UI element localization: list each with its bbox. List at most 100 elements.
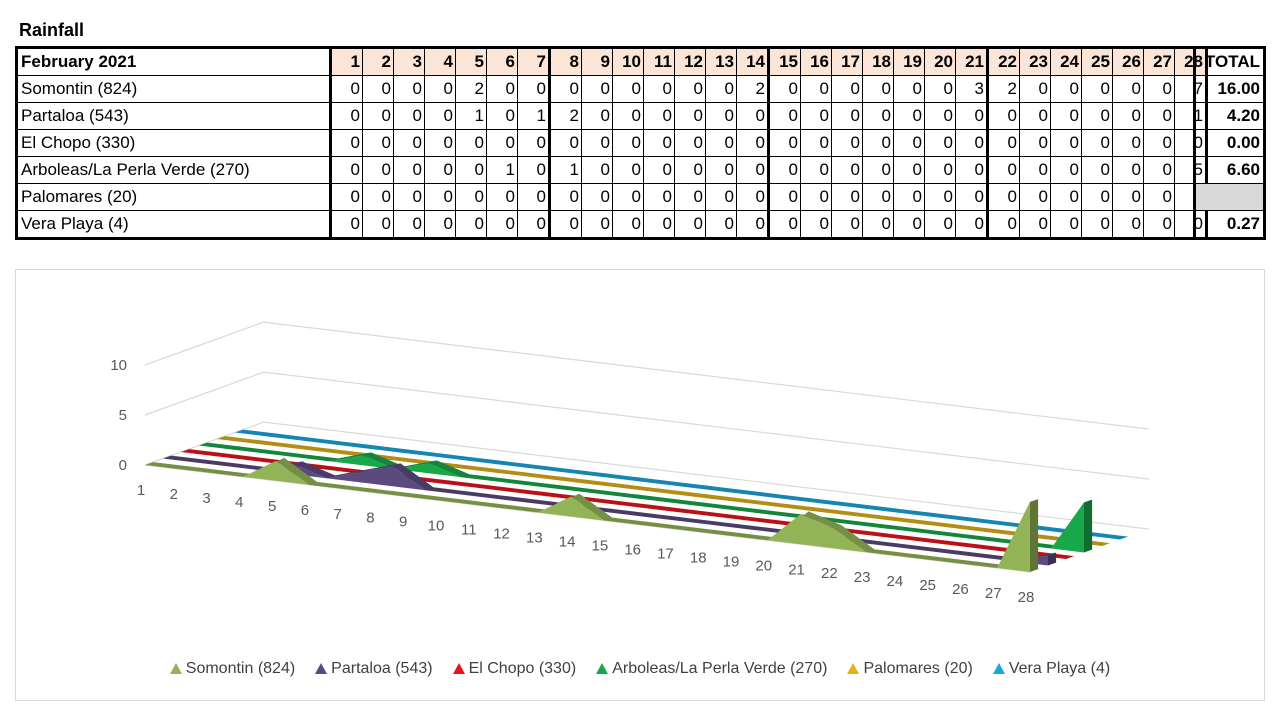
table-row: Palomares (20) 0 0 0 0 0 0 0 0 0 0 0 0 0 0 0 0 0 0 0 0 0 0 0 0 0 0…	[16, 183, 1207, 211]
x-tick-label: 28	[1018, 589, 1035, 606]
rain-value: 0	[924, 102, 956, 130]
day-header: 1	[330, 47, 363, 76]
series-end-cap	[1084, 499, 1093, 553]
x-tick-label: 26	[952, 581, 969, 598]
x-tick-label: 3	[202, 490, 210, 507]
x-tick-label: 19	[723, 553, 740, 570]
rain-value: 0	[455, 183, 487, 211]
rain-value: 0	[517, 210, 551, 239]
day-header: 19	[893, 47, 925, 76]
rain-value: 0	[1143, 102, 1175, 130]
rain-value: 0	[455, 210, 487, 239]
x-tick-label: 23	[854, 569, 871, 586]
rain-value: 0	[862, 75, 894, 103]
x-tick-label: 8	[366, 510, 374, 527]
legend-label: Partaloa (543)	[331, 660, 433, 677]
rain-value: 0	[1081, 75, 1113, 103]
series-top-surface	[235, 429, 1129, 540]
x-tick-label: 9	[399, 514, 407, 531]
chart-legend: Somontin (824) Partaloa (543) El Chopo (33…	[0, 660, 1280, 678]
x-tick-label: 24	[887, 573, 904, 590]
rain-value: 0	[831, 156, 863, 184]
legend-swatch	[596, 663, 609, 675]
rain-value: 0	[955, 210, 989, 239]
x-tick-label: 20	[755, 557, 772, 574]
table-row: Partaloa (543) 0 0 0 0 1 0 1 2 0 0 0 0 0 0 0 0 0 0 0 0 0 0 0 0 0 0…	[16, 102, 1207, 130]
day-header: 27	[1143, 47, 1175, 76]
rain-value: 0	[893, 156, 925, 184]
table-header-row: February 2021 1 2 3 4 5 6 7 8 9 10 11 12 13 14 15 16 17 18…	[16, 47, 1207, 76]
rain-value: 0	[955, 156, 989, 184]
rain-value: 0	[612, 75, 644, 103]
rain-value: 0	[800, 210, 832, 239]
x-tick-label: 5	[268, 498, 276, 515]
series-top-surface	[163, 455, 1057, 562]
rain-value: 0	[831, 183, 863, 211]
day-header: 24	[1050, 47, 1082, 76]
day-header: 15	[768, 47, 801, 76]
legend-swatch	[847, 663, 860, 675]
x-tick-label: 17	[657, 545, 674, 562]
rain-value: 0	[393, 183, 425, 211]
rain-value: 0	[800, 102, 832, 130]
day-header: 26	[1112, 47, 1144, 76]
rain-value: 0	[768, 156, 801, 184]
station-name: Somontin (824)	[16, 75, 332, 103]
rain-value: 0	[1081, 156, 1113, 184]
x-tick-label: 12	[493, 526, 510, 543]
station-name: Palomares (20)	[16, 183, 332, 211]
rain-value: 0	[831, 210, 863, 239]
rain-value: 0	[1112, 75, 1144, 103]
rain-value: 0	[1019, 183, 1051, 211]
x-tick-label: 14	[559, 534, 576, 551]
total-row: 4.20	[1194, 102, 1265, 130]
rain-value: 0	[768, 129, 801, 157]
rain-value: 0	[424, 102, 456, 130]
station-name: Vera Playa (4)	[16, 210, 332, 239]
series-end-cap	[1030, 499, 1039, 572]
rain-value: 0	[486, 210, 518, 239]
total-value: 4.20	[1194, 102, 1265, 130]
day-header: 25	[1081, 47, 1113, 76]
day-header: 2	[362, 47, 394, 76]
rain-value: 2	[987, 75, 1020, 103]
legend-item: Vera Playa (4)	[992, 660, 1110, 678]
rain-value: 0	[862, 102, 894, 130]
rain-value: 0	[1050, 156, 1082, 184]
rain-value: 0	[517, 183, 551, 211]
rain-value: 0	[768, 210, 801, 239]
rain-value: 0	[1050, 210, 1082, 239]
rain-value: 0	[362, 183, 394, 211]
day-header: 7	[517, 47, 551, 76]
day-header: 3	[393, 47, 425, 76]
rain-value: 0	[736, 156, 770, 184]
page-title: Rainfall	[19, 20, 85, 40]
x-tick-label: 2	[170, 486, 178, 503]
month-label: February 2021	[16, 47, 332, 76]
day-header: 13	[705, 47, 737, 76]
rain-value: 2	[549, 102, 582, 130]
rain-value: 0	[800, 75, 832, 103]
rain-value: 3	[955, 75, 989, 103]
legend-label: Palomares (20)	[863, 660, 973, 677]
total-table: TOTAL 16.00 4.20 0.00 6.60 0.27	[1193, 46, 1266, 240]
rain-value: 0	[455, 156, 487, 184]
day-header: 10	[612, 47, 644, 76]
rain-value: 0	[1143, 156, 1175, 184]
rain-value: 0	[362, 75, 394, 103]
day-header: 5	[455, 47, 487, 76]
day-header: 11	[643, 47, 675, 76]
rain-value: 1	[549, 156, 582, 184]
legend-item: Somontin (824)	[169, 660, 295, 678]
gridline	[144, 371, 1149, 480]
legend-swatch	[169, 663, 182, 675]
rain-value: 0	[1143, 210, 1175, 239]
series-area	[235, 432, 1120, 540]
rain-value: 0	[924, 129, 956, 157]
rain-value: 0	[955, 129, 989, 157]
day-header: 18	[862, 47, 894, 76]
x-tick-label: 7	[333, 506, 341, 523]
rain-value: 0	[1081, 210, 1113, 239]
x-tick-label: 15	[592, 537, 609, 554]
